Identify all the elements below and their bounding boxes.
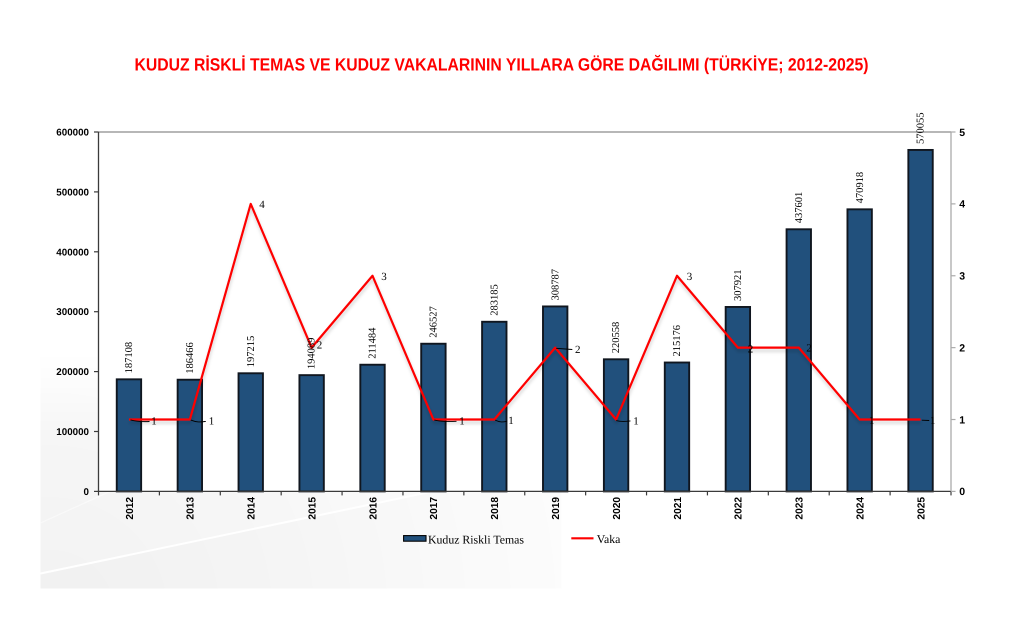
svg-text:3: 3 bbox=[687, 271, 693, 283]
svg-text:2: 2 bbox=[806, 343, 812, 355]
svg-text:Kuduz Riskli Temas: Kuduz Riskli Temas bbox=[428, 532, 524, 546]
svg-text:283185: 283185 bbox=[489, 284, 500, 316]
svg-text:2022: 2022 bbox=[734, 497, 745, 520]
svg-text:5: 5 bbox=[959, 127, 965, 139]
svg-text:2017: 2017 bbox=[429, 497, 440, 520]
svg-text:300000: 300000 bbox=[56, 307, 89, 318]
svg-text:1: 1 bbox=[459, 415, 465, 427]
svg-text:470918: 470918 bbox=[855, 172, 866, 204]
svg-text:1: 1 bbox=[633, 416, 639, 428]
svg-text:186466: 186466 bbox=[185, 342, 196, 374]
svg-text:2019: 2019 bbox=[551, 497, 562, 520]
svg-text:197215: 197215 bbox=[246, 336, 257, 368]
svg-text:2014: 2014 bbox=[247, 497, 258, 520]
svg-text:500000: 500000 bbox=[56, 187, 89, 198]
svg-text:2021: 2021 bbox=[673, 497, 684, 520]
svg-text:600000: 600000 bbox=[56, 128, 89, 139]
svg-text:2016: 2016 bbox=[368, 497, 379, 520]
svg-text:2025: 2025 bbox=[916, 497, 927, 520]
svg-text:2018: 2018 bbox=[490, 497, 501, 520]
svg-text:437601: 437601 bbox=[794, 192, 805, 224]
svg-text:0: 0 bbox=[959, 486, 965, 498]
svg-text:3: 3 bbox=[959, 271, 965, 283]
svg-text:2020: 2020 bbox=[612, 497, 623, 520]
svg-text:100000: 100000 bbox=[56, 427, 89, 438]
svg-text:1: 1 bbox=[959, 414, 965, 426]
svg-text:Vaka: Vaka bbox=[597, 532, 621, 546]
svg-text:0: 0 bbox=[84, 487, 90, 498]
svg-text:211484: 211484 bbox=[368, 327, 379, 359]
svg-text:2023: 2023 bbox=[795, 497, 806, 520]
svg-text:2: 2 bbox=[959, 342, 965, 354]
svg-text:4: 4 bbox=[959, 199, 965, 211]
svg-text:400000: 400000 bbox=[56, 247, 89, 258]
svg-text:KUDUZ RİSKLİ TEMAS VE KUDUZ VA: KUDUZ RİSKLİ TEMAS VE KUDUZ VAKALARININ … bbox=[135, 55, 869, 75]
svg-text:3: 3 bbox=[381, 271, 387, 283]
svg-text:1: 1 bbox=[209, 415, 215, 427]
svg-text:200000: 200000 bbox=[56, 367, 89, 378]
svg-text:1: 1 bbox=[869, 415, 875, 427]
svg-text:194089: 194089 bbox=[307, 338, 318, 370]
svg-text:1: 1 bbox=[151, 416, 157, 428]
svg-text:187108: 187108 bbox=[124, 342, 135, 374]
svg-text:2012: 2012 bbox=[125, 497, 136, 520]
svg-text:220558: 220558 bbox=[611, 322, 622, 354]
svg-text:1: 1 bbox=[508, 415, 514, 427]
svg-text:2013: 2013 bbox=[186, 497, 197, 520]
svg-text:2015: 2015 bbox=[307, 497, 318, 520]
svg-text:2: 2 bbox=[575, 344, 581, 356]
svg-text:215176: 215176 bbox=[672, 325, 683, 357]
svg-text:246527: 246527 bbox=[429, 306, 440, 338]
svg-text:2024: 2024 bbox=[855, 497, 866, 520]
svg-text:570055: 570055 bbox=[916, 112, 927, 144]
svg-text:307921: 307921 bbox=[733, 269, 744, 301]
svg-text:2: 2 bbox=[748, 343, 754, 355]
svg-text:1: 1 bbox=[930, 415, 936, 427]
svg-text:4: 4 bbox=[259, 199, 265, 211]
svg-text:2: 2 bbox=[317, 340, 323, 352]
svg-text:308787: 308787 bbox=[550, 269, 561, 301]
